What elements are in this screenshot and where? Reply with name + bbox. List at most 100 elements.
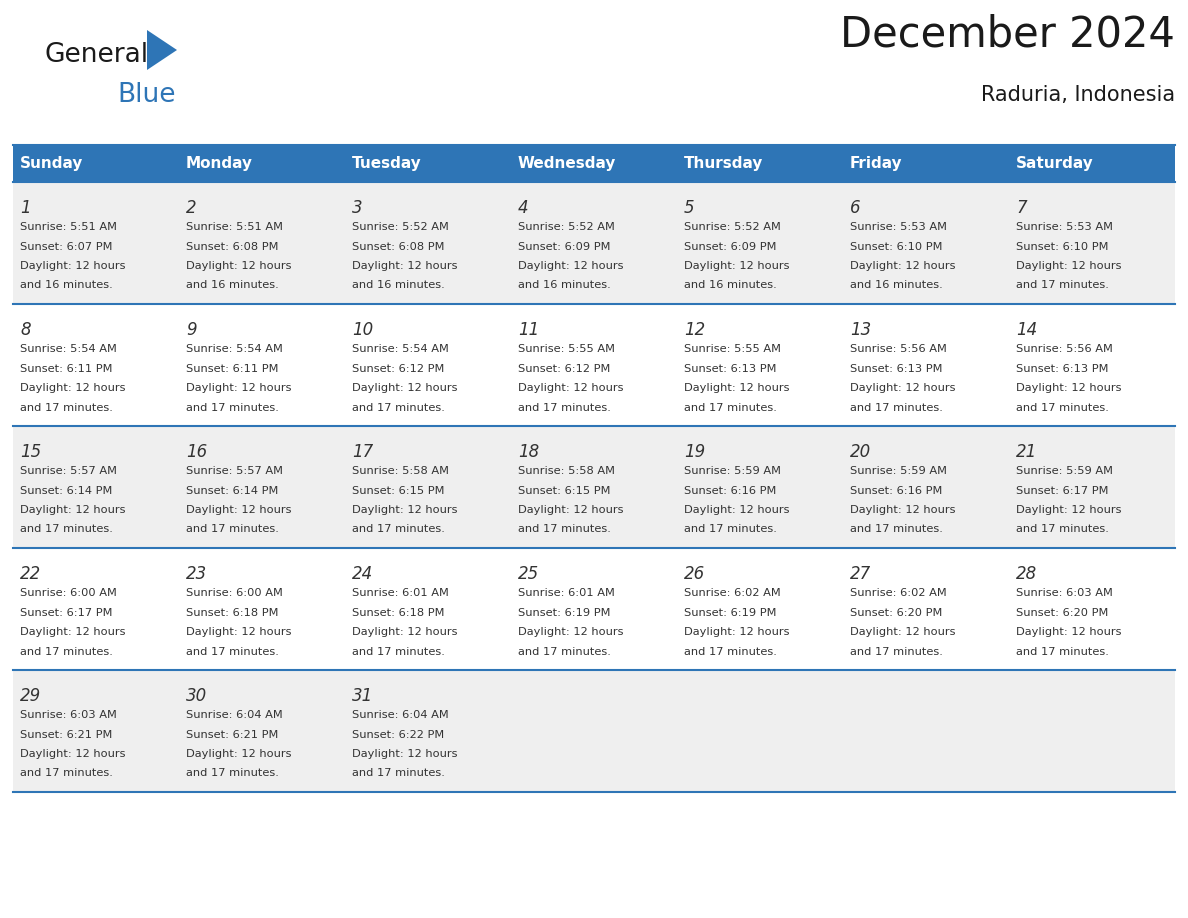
Text: Raduria, Indonesia: Raduria, Indonesia [981, 85, 1175, 105]
Bar [843, 426, 1009, 548]
Text: and 17 minutes.: and 17 minutes. [849, 524, 943, 534]
Text: Sunset: 6:19 PM: Sunset: 6:19 PM [518, 608, 611, 618]
Bar [511, 145, 677, 182]
Text: Daylight: 12 hours: Daylight: 12 hours [187, 383, 291, 393]
Bar [511, 426, 677, 548]
Text: Sunrise: 5:59 AM: Sunrise: 5:59 AM [684, 466, 781, 476]
Text: Blue: Blue [116, 82, 176, 108]
Text: Sunrise: 5:56 AM: Sunrise: 5:56 AM [849, 344, 947, 354]
Text: Sunrise: 5:59 AM: Sunrise: 5:59 AM [849, 466, 947, 476]
Text: Sunrise: 5:53 AM: Sunrise: 5:53 AM [1016, 222, 1113, 232]
Text: Sunset: 6:12 PM: Sunset: 6:12 PM [518, 364, 611, 374]
Text: and 17 minutes.: and 17 minutes. [187, 646, 279, 656]
Text: Sunset: 6:17 PM: Sunset: 6:17 PM [1016, 486, 1108, 496]
Text: Daylight: 12 hours: Daylight: 12 hours [684, 627, 790, 637]
Text: Sunrise: 5:55 AM: Sunrise: 5:55 AM [684, 344, 781, 354]
Text: Daylight: 12 hours: Daylight: 12 hours [352, 383, 457, 393]
Text: Tuesday: Tuesday [352, 156, 422, 171]
Text: 24: 24 [352, 565, 373, 583]
Bar [179, 145, 345, 182]
Text: and 17 minutes.: and 17 minutes. [20, 402, 113, 412]
Text: Sunset: 6:20 PM: Sunset: 6:20 PM [849, 608, 942, 618]
Bar [345, 182, 511, 304]
Text: Sunset: 6:10 PM: Sunset: 6:10 PM [1016, 241, 1108, 252]
Text: 6: 6 [849, 199, 860, 217]
Text: 12: 12 [684, 321, 706, 339]
Text: Daylight: 12 hours: Daylight: 12 hours [20, 749, 126, 759]
Text: Sunset: 6:16 PM: Sunset: 6:16 PM [849, 486, 942, 496]
Text: Daylight: 12 hours: Daylight: 12 hours [518, 627, 624, 637]
Text: Sunrise: 5:58 AM: Sunrise: 5:58 AM [518, 466, 615, 476]
Text: and 16 minutes.: and 16 minutes. [518, 281, 611, 290]
Text: and 17 minutes.: and 17 minutes. [518, 402, 611, 412]
Text: 26: 26 [684, 565, 706, 583]
Text: Sunrise: 6:02 AM: Sunrise: 6:02 AM [849, 588, 947, 598]
Bar [1009, 145, 1175, 182]
Text: Sunrise: 6:00 AM: Sunrise: 6:00 AM [20, 588, 116, 598]
Text: Sunset: 6:09 PM: Sunset: 6:09 PM [684, 241, 777, 252]
Text: 8: 8 [20, 321, 31, 339]
Text: and 17 minutes.: and 17 minutes. [187, 524, 279, 534]
Bar [345, 304, 511, 426]
Bar [511, 304, 677, 426]
Text: 15: 15 [20, 443, 42, 461]
Text: Sunrise: 5:51 AM: Sunrise: 5:51 AM [20, 222, 116, 232]
Bar [345, 548, 511, 670]
Text: and 16 minutes.: and 16 minutes. [684, 281, 777, 290]
Text: and 16 minutes.: and 16 minutes. [352, 281, 444, 290]
Text: 20: 20 [849, 443, 871, 461]
Text: and 17 minutes.: and 17 minutes. [684, 646, 777, 656]
Text: 13: 13 [849, 321, 871, 339]
Bar [1009, 182, 1175, 304]
Text: Sunrise: 5:54 AM: Sunrise: 5:54 AM [187, 344, 283, 354]
Text: 10: 10 [352, 321, 373, 339]
Text: and 16 minutes.: and 16 minutes. [20, 281, 113, 290]
Text: 25: 25 [518, 565, 539, 583]
Text: Daylight: 12 hours: Daylight: 12 hours [20, 627, 126, 637]
Text: 23: 23 [187, 565, 207, 583]
Bar [179, 548, 345, 670]
Text: Daylight: 12 hours: Daylight: 12 hours [20, 261, 126, 271]
Bar [13, 670, 179, 792]
Text: Daylight: 12 hours: Daylight: 12 hours [684, 383, 790, 393]
Text: Sunrise: 5:52 AM: Sunrise: 5:52 AM [352, 222, 449, 232]
Text: Daylight: 12 hours: Daylight: 12 hours [849, 261, 955, 271]
Text: and 17 minutes.: and 17 minutes. [352, 768, 444, 778]
Bar [345, 670, 511, 792]
Bar [843, 145, 1009, 182]
Text: Daylight: 12 hours: Daylight: 12 hours [1016, 627, 1121, 637]
Text: Sunrise: 5:57 AM: Sunrise: 5:57 AM [20, 466, 116, 476]
Text: Sunset: 6:09 PM: Sunset: 6:09 PM [518, 241, 611, 252]
Text: and 17 minutes.: and 17 minutes. [684, 524, 777, 534]
Text: and 17 minutes.: and 17 minutes. [684, 402, 777, 412]
Text: Daylight: 12 hours: Daylight: 12 hours [187, 749, 291, 759]
Text: and 17 minutes.: and 17 minutes. [20, 768, 113, 778]
Bar [1009, 548, 1175, 670]
Text: and 17 minutes.: and 17 minutes. [849, 646, 943, 656]
Text: Sunrise: 5:53 AM: Sunrise: 5:53 AM [849, 222, 947, 232]
Text: Sunset: 6:18 PM: Sunset: 6:18 PM [352, 608, 444, 618]
Text: Sunset: 6:11 PM: Sunset: 6:11 PM [187, 364, 278, 374]
Text: and 17 minutes.: and 17 minutes. [187, 768, 279, 778]
Text: Sunrise: 6:04 AM: Sunrise: 6:04 AM [187, 710, 283, 720]
Text: Daylight: 12 hours: Daylight: 12 hours [187, 627, 291, 637]
Bar [13, 304, 179, 426]
Text: and 17 minutes.: and 17 minutes. [1016, 646, 1108, 656]
Text: 30: 30 [187, 687, 207, 705]
Bar [843, 548, 1009, 670]
Text: Sunrise: 5:56 AM: Sunrise: 5:56 AM [1016, 344, 1113, 354]
Text: 3: 3 [352, 199, 362, 217]
Text: Sunrise: 6:03 AM: Sunrise: 6:03 AM [1016, 588, 1113, 598]
Text: Sunset: 6:13 PM: Sunset: 6:13 PM [1016, 364, 1108, 374]
Text: Sunrise: 5:54 AM: Sunrise: 5:54 AM [352, 344, 449, 354]
Text: Sunset: 6:14 PM: Sunset: 6:14 PM [20, 486, 113, 496]
Text: 21: 21 [1016, 443, 1037, 461]
Text: Daylight: 12 hours: Daylight: 12 hours [1016, 261, 1121, 271]
Bar [1009, 304, 1175, 426]
Text: Sunset: 6:08 PM: Sunset: 6:08 PM [352, 241, 444, 252]
Text: Sunrise: 6:00 AM: Sunrise: 6:00 AM [187, 588, 283, 598]
Text: Daylight: 12 hours: Daylight: 12 hours [1016, 383, 1121, 393]
Text: Sunrise: 6:04 AM: Sunrise: 6:04 AM [352, 710, 449, 720]
Text: Sunset: 6:13 PM: Sunset: 6:13 PM [684, 364, 777, 374]
Text: and 17 minutes.: and 17 minutes. [187, 402, 279, 412]
